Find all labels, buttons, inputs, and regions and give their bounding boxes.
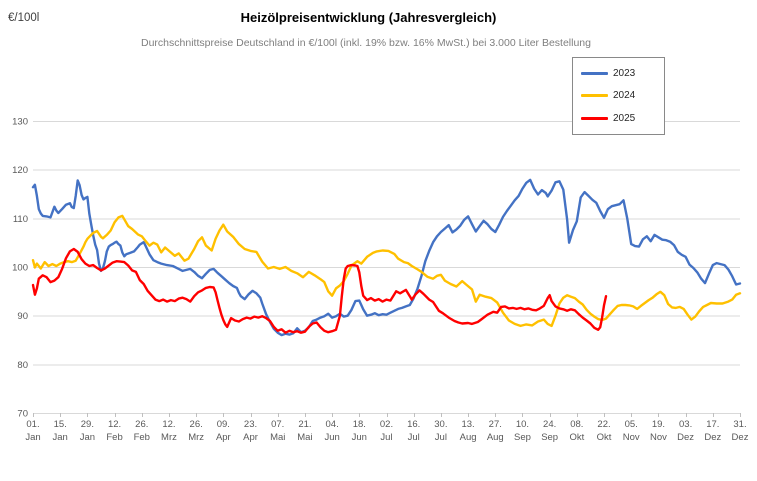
x-tick-label-day: 10. [516,419,529,430]
x-tick-label-month: Aug [487,432,504,443]
legend-swatch-2025 [581,117,608,121]
x-tick-label-day: 22. [597,419,610,430]
x-tick-label-day: 12. [162,419,175,430]
series-line-2025 [31,247,608,334]
x-tick-label-month: Jun [324,432,339,443]
x-tick-label-day: 19. [652,419,665,430]
x-tick-label-month: Feb [106,432,122,443]
x-tick-label-month: Nov [623,432,640,443]
x-axis-ticks [33,413,741,417]
y-tick-label: 90 [17,311,28,322]
chart-title: Heizölpreisentwicklung (Jahresvergleich) [240,10,497,25]
x-tick-label-month: Mrz [161,432,177,443]
x-tick-label-day: 23. [244,419,257,430]
x-tick-label-day: 17. [706,419,719,430]
x-tick-label-month: Jul [380,432,392,443]
y-axis-labels: 70 80 90 100 110 120 130 [12,117,28,420]
x-tick-label-month: Jul [435,432,447,443]
x-tick-label-day: 30. [434,419,447,430]
legend-label-2025: 2025 [613,113,636,125]
x-tick-label-month: Mrz [188,432,204,443]
x-tick-label-month: Okt [597,432,612,443]
legend-label-2023: 2023 [613,67,636,79]
x-tick-label-day: 01. [26,419,39,430]
x-tick-label-month: Apr [216,432,231,443]
x-tick-label-day: 04. [326,419,339,430]
x-tick-label-month: Sep [514,432,531,443]
x-tick-label-day: 09. [217,419,230,430]
x-tick-label-day: 15. [54,419,67,430]
legend-item-2023: 2023 [581,68,656,79]
y-tick-label: 120 [12,165,28,176]
x-tick-label-day: 03. [679,419,692,430]
x-tick-label-day: 12. [108,419,121,430]
x-tick-label-day: 26. [190,419,203,430]
x-tick-label-month: Dez [732,432,749,443]
x-tick-label-day: 18. [353,419,366,430]
legend-label-2024: 2024 [613,90,636,102]
x-tick-label-month: Jan [80,432,95,443]
legend-swatch-2024 [581,94,608,98]
x-tick-label-day: 24. [543,419,556,430]
x-tick-label-month: Dez [704,432,721,443]
x-tick-label-month: Jan [25,432,40,443]
x-tick-label-month: Nov [650,432,667,443]
legend-item-2025: 2025 [581,113,656,124]
x-tick-label-month: Dez [677,432,694,443]
x-axis-labels: 01. Jan 15. Jan 29. Jan 12. Feb 26. Feb 12. Mrz 26. M… [25,419,748,443]
x-tick-label-day: 31. [733,419,746,430]
x-tick-label-day: 21. [298,419,311,430]
x-tick-label-day: 08. [570,419,583,430]
x-tick-label-month: Aug [460,432,477,443]
chart-subtitle: Durchschnittspreise Deutschland in €/100… [141,37,591,49]
x-tick-label-month: Jun [352,432,367,443]
y-tick-label: 110 [13,214,28,225]
x-tick-label-month: Jul [408,432,420,443]
series-line-2024 [31,214,742,328]
x-tick-label-month: Feb [134,432,150,443]
x-tick-label-day: 05. [625,419,638,430]
chart-legend: 2023 2024 2025 [572,57,665,135]
x-tick-label-month: Mai [297,432,312,443]
x-tick-label-day: 29. [81,419,94,430]
legend-swatch-2023 [581,71,608,75]
x-tick-label-day: 16. [407,419,420,430]
x-tick-label-day: 02. [380,419,393,430]
y-tick-label: 130 [12,117,28,128]
y-tick-label: 70 [17,409,28,420]
x-tick-label-month: Jan [53,432,68,443]
x-tick-label-day: 27. [489,419,502,430]
gridlines [33,121,740,414]
series-line-2023 [31,178,742,337]
x-tick-label-day: 26. [135,419,148,430]
y-tick-label: 80 [17,360,28,371]
y-tick-label: 100 [12,263,28,274]
x-tick-label-month: Sep [541,432,558,443]
x-tick-label-day: 13. [461,419,474,430]
x-tick-label-day: 07. [271,419,284,430]
x-tick-label-month: Apr [243,432,258,443]
legend-item-2024: 2024 [581,90,656,101]
y-axis-unit-label: €/100l [8,12,40,24]
x-tick-label-month: Mai [270,432,285,443]
x-tick-label-month: Okt [569,432,584,443]
